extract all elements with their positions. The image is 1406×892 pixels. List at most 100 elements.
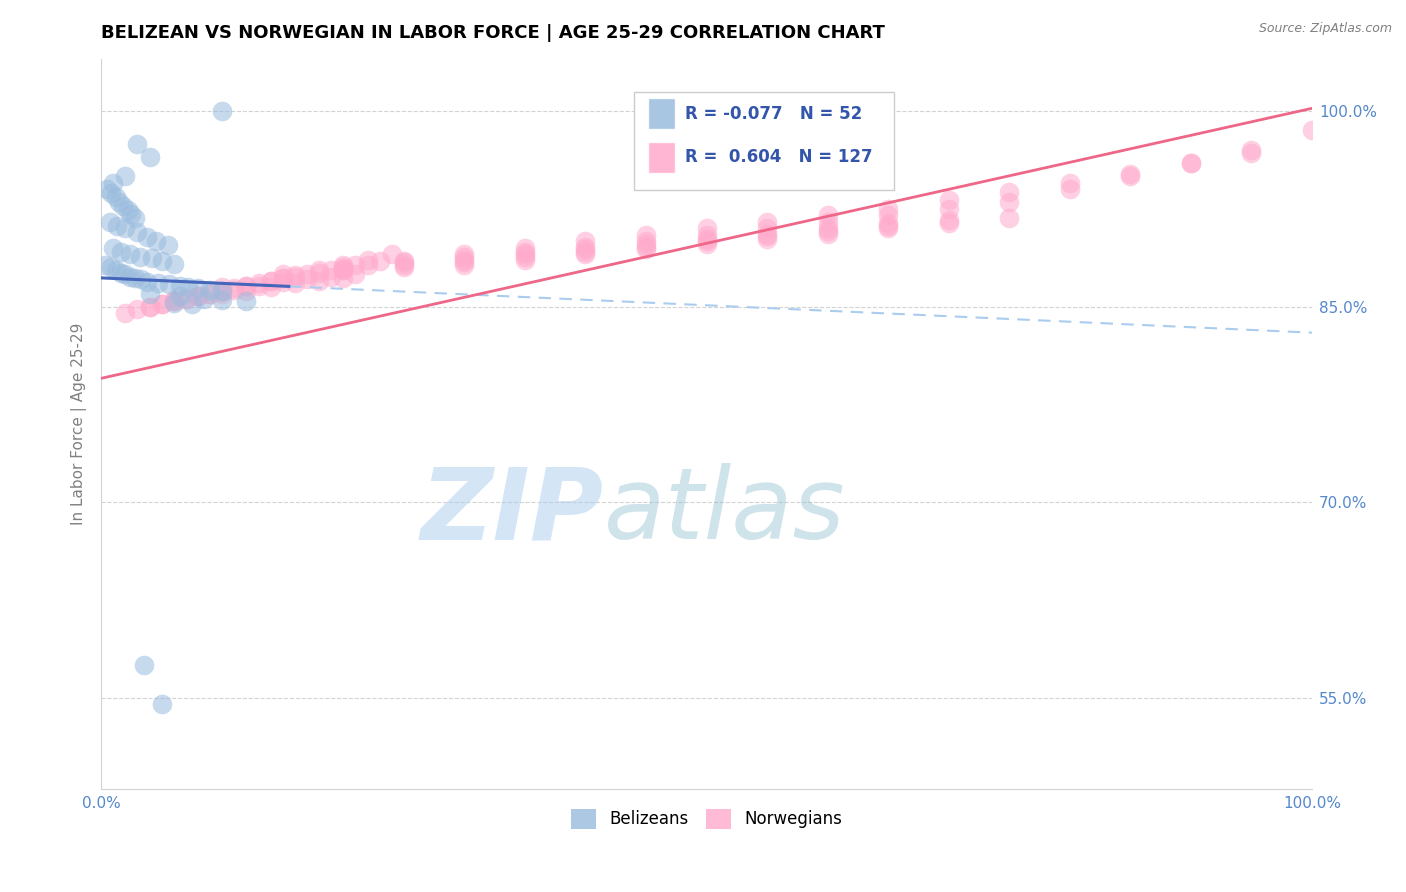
Point — [321, 269, 343, 284]
Point — [877, 221, 900, 235]
Point — [756, 227, 779, 241]
Point — [187, 289, 209, 303]
Point — [211, 280, 233, 294]
Point — [1240, 145, 1263, 160]
Text: R = -0.077   N = 52: R = -0.077 N = 52 — [685, 104, 862, 122]
Point — [332, 258, 354, 272]
Point — [332, 271, 354, 285]
Point — [235, 294, 257, 309]
Point — [136, 230, 159, 244]
Point — [211, 284, 233, 298]
Point — [100, 260, 122, 275]
Text: R =  0.604   N = 127: R = 0.604 N = 127 — [685, 148, 872, 167]
Point — [332, 263, 354, 277]
Point — [513, 247, 536, 261]
Point — [198, 286, 221, 301]
Point — [163, 294, 186, 309]
Point — [392, 255, 415, 269]
Point — [103, 176, 125, 190]
Point — [1240, 143, 1263, 157]
Point — [96, 182, 118, 196]
Point — [344, 258, 367, 272]
Point — [756, 229, 779, 244]
Point — [271, 267, 294, 281]
Point — [284, 269, 307, 284]
Point — [105, 219, 128, 233]
Point — [513, 252, 536, 267]
Point — [1180, 156, 1202, 170]
Point — [998, 195, 1021, 210]
Point — [574, 247, 596, 261]
Point — [271, 271, 294, 285]
Point — [104, 190, 127, 204]
Point — [187, 289, 209, 303]
Point — [392, 260, 415, 275]
Point — [187, 281, 209, 295]
Point — [696, 232, 718, 246]
Point — [138, 150, 160, 164]
Point — [634, 237, 657, 252]
Text: Source: ZipAtlas.com: Source: ZipAtlas.com — [1258, 22, 1392, 36]
Point — [308, 273, 330, 287]
Point — [169, 278, 191, 293]
Point — [1180, 156, 1202, 170]
Point — [368, 254, 391, 268]
Point — [574, 242, 596, 256]
Point — [211, 284, 233, 298]
Point — [114, 267, 136, 281]
Point — [235, 278, 257, 293]
Point — [877, 219, 900, 233]
Point — [453, 255, 475, 269]
Point — [211, 293, 233, 307]
Point — [453, 247, 475, 261]
Point — [998, 185, 1021, 199]
Point — [308, 263, 330, 277]
Point — [141, 252, 163, 266]
Point — [110, 266, 132, 280]
Point — [634, 235, 657, 249]
Point — [108, 195, 131, 210]
Point — [224, 283, 246, 297]
Point — [271, 271, 294, 285]
Point — [124, 271, 146, 285]
Point — [1119, 169, 1142, 183]
Point — [169, 289, 191, 303]
Point — [696, 221, 718, 235]
Point — [817, 221, 839, 235]
Point — [247, 278, 270, 293]
Point — [150, 297, 173, 311]
Point — [150, 297, 173, 311]
Point — [198, 283, 221, 297]
Point — [284, 268, 307, 283]
Point — [174, 292, 197, 306]
Y-axis label: In Labor Force | Age 25-29: In Labor Force | Age 25-29 — [72, 323, 87, 525]
Point — [392, 258, 415, 272]
FancyBboxPatch shape — [648, 98, 675, 128]
Point — [163, 256, 186, 270]
Point — [453, 258, 475, 272]
Point — [332, 260, 354, 275]
Point — [513, 250, 536, 264]
Point — [120, 269, 142, 284]
Point — [247, 276, 270, 290]
Point — [392, 254, 415, 268]
FancyBboxPatch shape — [648, 142, 675, 173]
Point — [356, 258, 378, 272]
Point — [117, 202, 139, 217]
Point — [104, 263, 127, 277]
Point — [211, 284, 233, 298]
Point — [634, 227, 657, 242]
Point — [696, 227, 718, 242]
Point — [1301, 123, 1323, 137]
Point — [513, 244, 536, 259]
Point — [138, 300, 160, 314]
Point — [211, 103, 233, 118]
Point — [150, 698, 173, 712]
Point — [163, 294, 186, 309]
Point — [198, 286, 221, 301]
Point — [138, 286, 160, 301]
Point — [224, 281, 246, 295]
Point — [321, 263, 343, 277]
Point — [181, 297, 204, 311]
Point — [100, 186, 122, 200]
